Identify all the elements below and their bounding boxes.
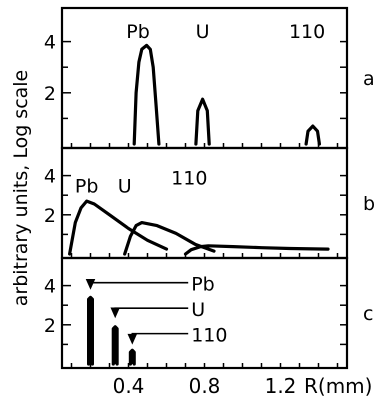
annotation-arrowhead — [110, 307, 120, 319]
data-series-2-panel-a — [194, 97, 211, 146]
x-tick-label: 1.2 — [265, 374, 297, 398]
data-series-1-panel-b — [68, 199, 169, 256]
y-tick-label: 4 — [44, 166, 56, 188]
annotation-label: 110 — [171, 168, 207, 190]
panel-label: a — [363, 68, 375, 90]
annotation-arrowhead — [85, 279, 96, 290]
x-axis-label: R(mm) — [304, 374, 372, 398]
annotation-label: U — [191, 299, 205, 321]
data-series-3-panel-a — [304, 124, 321, 146]
panel-label: c — [363, 303, 373, 325]
annotation-label: 110 — [191, 325, 227, 347]
y-tick-label: 2 — [44, 83, 56, 105]
chart-panels: 2 4 a Pb U 110 2 4 b Pb U 110 2 4 c Pb U 110 — [44, 6, 375, 370]
panel-b: 2 4 b Pb U 110 — [44, 146, 375, 260]
annotation-arrow — [114, 307, 189, 315]
data-series-2-panel-c — [111, 325, 119, 366]
x-tick-label: 0.4 — [113, 374, 145, 398]
annotation-arrowhead — [127, 333, 138, 345]
data-series-3-panel-c — [128, 348, 136, 366]
annotation-label: 110 — [289, 21, 325, 43]
y-tick-label: 2 — [44, 315, 56, 337]
annotation-arrow — [131, 332, 189, 342]
annotation-label: U — [196, 21, 210, 43]
y-tick-label: 2 — [44, 205, 56, 227]
annotation-label: Pb — [191, 274, 215, 296]
data-series-1-panel-a — [132, 43, 161, 146]
panel-label: b — [363, 193, 375, 215]
annotation-label: U — [118, 175, 132, 197]
y-tick-label: 4 — [44, 276, 56, 298]
y-tick-label: 4 — [44, 32, 56, 54]
data-series-3-panel-b — [183, 244, 330, 256]
annotation-arrow — [89, 281, 189, 287]
annotation-label: Pb — [75, 175, 99, 197]
annotation-label: Pb — [126, 21, 150, 43]
panel-frame — [60, 146, 349, 260]
data-series-1-panel-c — [87, 295, 94, 366]
panel-a: 2 4 a Pb U 110 — [44, 6, 375, 150]
data-series-2-panel-b — [123, 221, 216, 256]
panel-c: 2 4 c Pb U 110 — [44, 256, 373, 370]
y-axis-label: arbitrary units, Log scale — [10, 70, 32, 307]
x-tick-label: 0.8 — [189, 374, 221, 398]
x-axis-tick-labels: 0.4 0.8 1.2 — [113, 374, 297, 398]
